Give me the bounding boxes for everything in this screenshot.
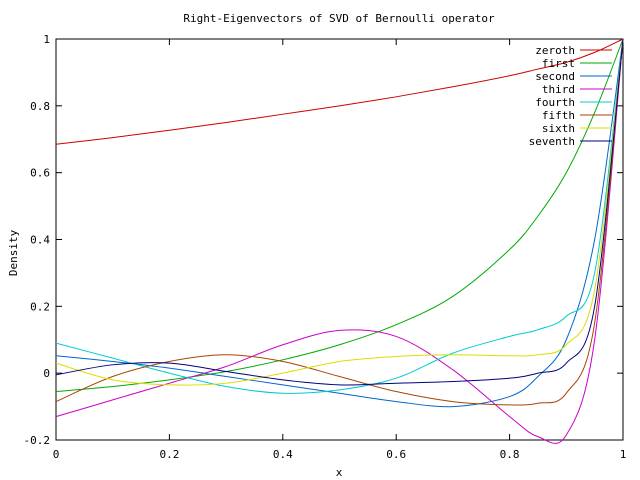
x-tick-label: 0 xyxy=(53,448,60,461)
legend-label-fourth: fourth xyxy=(535,96,575,109)
legend: zerothfirstsecondthirdfourthfifthsixthse… xyxy=(529,44,612,148)
x-tick-label: 1 xyxy=(620,448,627,461)
legend-label-seventh: seventh xyxy=(529,135,575,148)
series-line-second xyxy=(55,38,624,408)
y-tick-label: 1 xyxy=(43,33,50,46)
series-line-seventh xyxy=(55,38,624,386)
y-tick-label: 0.8 xyxy=(30,100,50,113)
legend-label-second: second xyxy=(535,70,575,83)
series-line-first xyxy=(55,38,624,393)
y-tick-label: 0.6 xyxy=(30,167,50,180)
series-layer xyxy=(55,38,624,444)
y-axis-label: Density xyxy=(7,229,20,276)
series-line-fifth xyxy=(55,38,624,406)
legend-label-fifth: fifth xyxy=(542,109,575,122)
y-tick-label: 0.4 xyxy=(30,234,50,247)
y-tick-label: 0 xyxy=(43,367,50,380)
series-line-third xyxy=(55,38,624,444)
series-line-zeroth xyxy=(55,38,624,145)
x-tick-label: 0.2 xyxy=(159,448,179,461)
y-tick-label: -0.2 xyxy=(24,434,51,447)
x-tick-label: 0.6 xyxy=(386,448,406,461)
legend-label-sixth: sixth xyxy=(542,122,575,135)
chart-title: Right-Eigenvectors of SVD of Bernoulli o… xyxy=(183,12,495,25)
y-tick-label: 0.2 xyxy=(30,300,50,313)
x-tick-label: 0.8 xyxy=(500,448,520,461)
series-line-fourth xyxy=(55,38,624,394)
legend-label-third: third xyxy=(542,83,575,96)
legend-label-first: first xyxy=(542,57,575,70)
x-tick-label: 0.4 xyxy=(273,448,293,461)
x-axis-label: x xyxy=(336,466,343,479)
axis-ticks: 0 0.2 0.4 0.6 0.8 1-0.200.20.40.60.81 xyxy=(24,33,627,461)
series-line-sixth xyxy=(55,38,624,386)
legend-label-zeroth: zeroth xyxy=(535,44,575,57)
